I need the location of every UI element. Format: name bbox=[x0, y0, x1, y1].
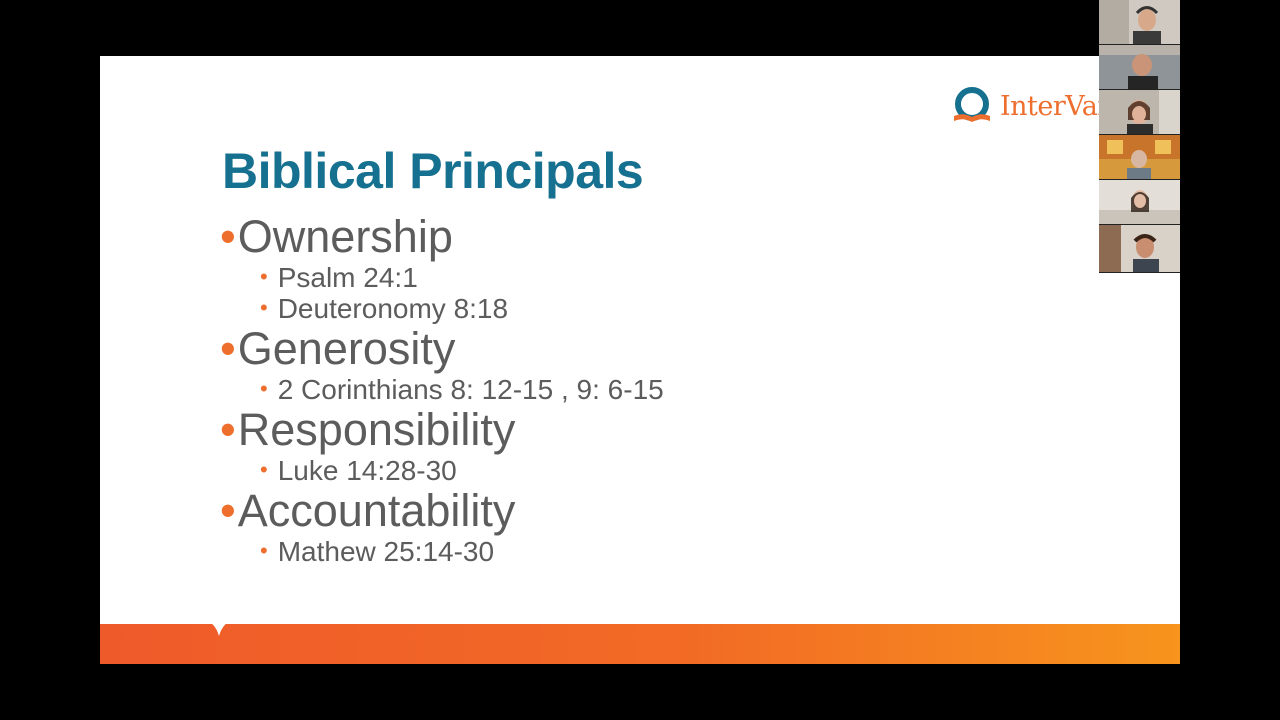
slide-title: Biblical Principals bbox=[222, 143, 644, 199]
video-tile-participant-2[interactable] bbox=[1099, 45, 1180, 90]
sub-bullet-text: Mathew 25:14-30 bbox=[277, 536, 495, 567]
footer-notch bbox=[204, 620, 234, 636]
bullet-text: Accountability bbox=[237, 485, 516, 536]
sub-bullet-text: Luke 14:28-30 bbox=[277, 455, 457, 486]
bullet-item: •Accountability bbox=[220, 486, 664, 536]
bullet-text: Generosity bbox=[237, 323, 456, 374]
sub-bullet-text: Psalm 24:1 bbox=[277, 262, 418, 293]
sub-bullet-dot: • bbox=[260, 457, 268, 482]
sub-bullet-dot: • bbox=[260, 264, 268, 289]
bullet-dot: • bbox=[220, 485, 236, 536]
bullet-dot: • bbox=[220, 211, 236, 262]
bullet-dot: • bbox=[220, 323, 236, 374]
bullet-item: •Ownership bbox=[220, 212, 664, 262]
participant-video-5 bbox=[1099, 180, 1180, 224]
bullet-dot: • bbox=[220, 404, 236, 455]
video-tile-participant-6[interactable] bbox=[1099, 225, 1180, 273]
sub-bullet-dot: • bbox=[260, 295, 268, 320]
video-tile-participant-1[interactable] bbox=[1099, 0, 1180, 45]
sub-bullet-item: • Mathew 25:14-30 bbox=[220, 536, 664, 567]
video-tile-participant-3[interactable] bbox=[1099, 90, 1180, 135]
participant-video-4 bbox=[1099, 135, 1180, 179]
sub-bullet-text: 2 Corinthians 8: 12-15 , 9: 6-15 bbox=[277, 374, 664, 405]
slide-footer-band bbox=[100, 620, 1180, 664]
participant-video-1 bbox=[1099, 0, 1180, 44]
sub-bullet-dot: • bbox=[260, 376, 268, 401]
bullet-item: •Generosity bbox=[220, 324, 664, 374]
bullet-list: •Ownership • Psalm 24:1 • Deuteronomy 8:18… bbox=[220, 212, 664, 568]
video-tile-participant-5[interactable] bbox=[1099, 180, 1180, 225]
participant-video-6 bbox=[1099, 225, 1180, 272]
sub-bullet-item: • Psalm 24:1 bbox=[220, 262, 664, 293]
participant-video-strip bbox=[1099, 0, 1180, 273]
participant-video-2 bbox=[1099, 45, 1180, 89]
presentation-slide: InterVar Biblical Principals •Ownership … bbox=[100, 56, 1180, 664]
video-tile-participant-4[interactable] bbox=[1099, 135, 1180, 180]
bullet-item: •Responsibility bbox=[220, 405, 664, 455]
sub-bullet-dot: • bbox=[260, 538, 268, 563]
intervarsity-logo: InterVar bbox=[950, 86, 1110, 126]
bullet-text: Responsibility bbox=[237, 404, 516, 455]
sub-bullet-item: • Deuteronomy 8:18 bbox=[220, 293, 664, 324]
logo-text: InterVar bbox=[1000, 90, 1110, 122]
participant-video-3 bbox=[1099, 90, 1180, 134]
logo-icon bbox=[954, 87, 990, 122]
bullet-text: Ownership bbox=[237, 211, 453, 262]
sub-bullet-text: Deuteronomy 8:18 bbox=[277, 293, 509, 324]
sub-bullet-item: • 2 Corinthians 8: 12-15 , 9: 6-15 bbox=[220, 374, 664, 405]
sub-bullet-item: • Luke 14:28-30 bbox=[220, 455, 664, 486]
